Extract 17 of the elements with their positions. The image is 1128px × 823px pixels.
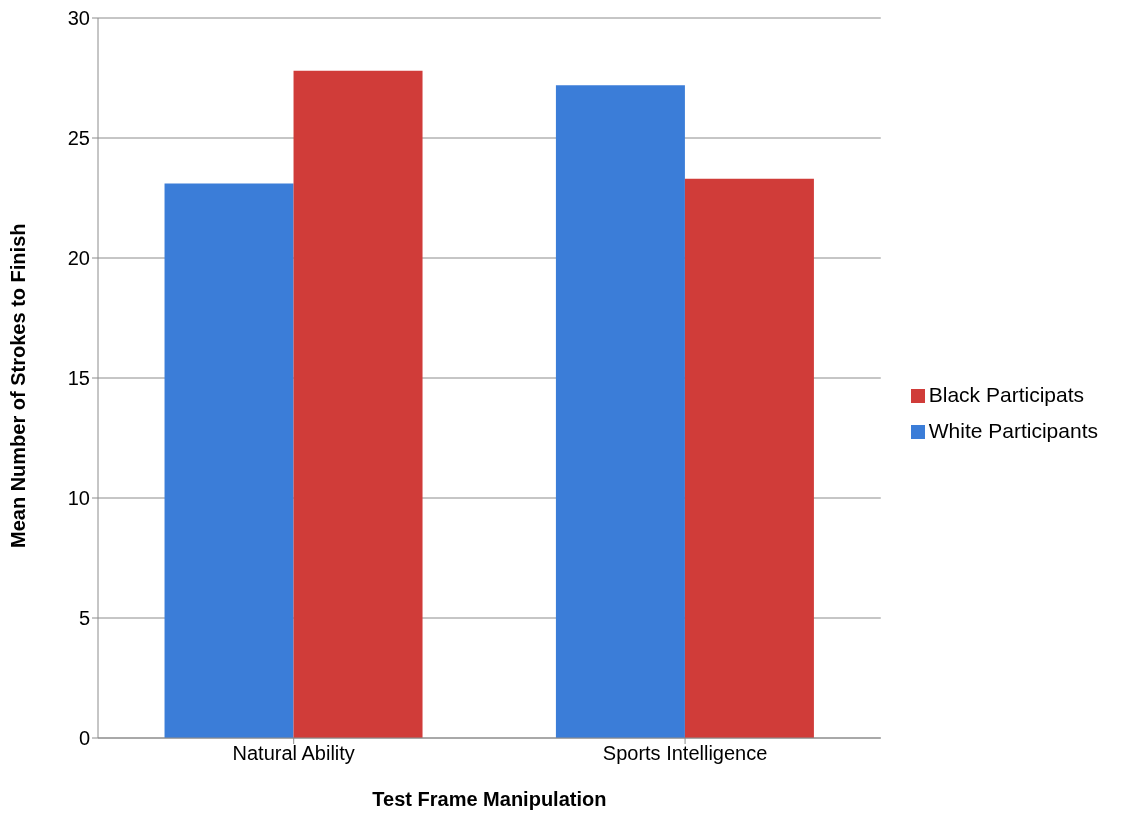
bar <box>293 70 423 738</box>
x-tick-label: Sports Intelligence <box>602 742 768 765</box>
x-tick-label: Natural Ability <box>232 742 355 765</box>
y-axis-title: Mean Number of Strokes to Finish <box>7 223 30 548</box>
y-tick-label: 20 <box>67 247 90 270</box>
bar <box>555 85 685 738</box>
x-axis-title: Test Frame Manipulation <box>372 788 607 811</box>
legend-label: White Participants <box>928 419 1098 442</box>
bar <box>684 178 814 738</box>
y-tick-label: 10 <box>67 487 90 510</box>
y-tick-label: 0 <box>78 727 90 750</box>
y-tick-label: 30 <box>67 7 90 30</box>
y-tick-label: 15 <box>67 367 90 390</box>
y-tick-label: 25 <box>67 127 90 150</box>
bar <box>164 183 294 738</box>
y-tick-label: 5 <box>78 607 90 630</box>
legend-label: Black Participats <box>928 383 1084 406</box>
